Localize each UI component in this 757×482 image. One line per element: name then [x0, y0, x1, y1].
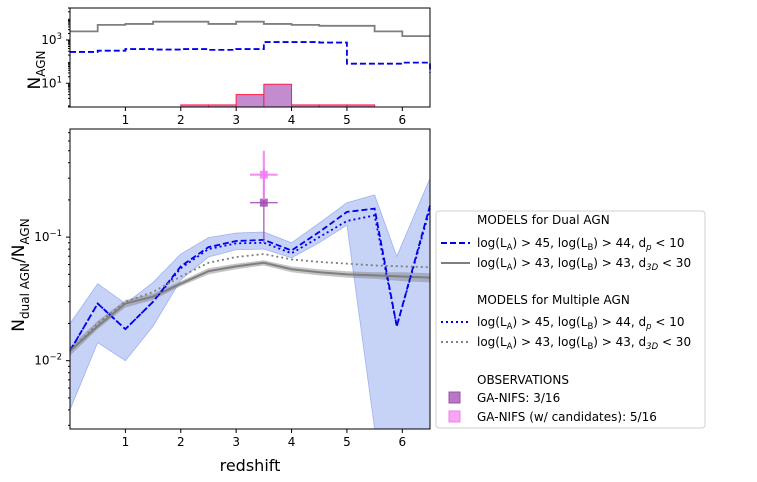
bottom-panel: 1 2 3 4 5 6 10−1 10−2 redshift Ndual AGN/NAGN: [9, 128, 431, 475]
observation-marker-0: [259, 198, 268, 207]
bottom-ticks: 1 2 3 4 5 6 10−1 10−2: [34, 132, 406, 449]
top-x-tick-label: 2: [177, 113, 185, 127]
legend-label-obs1: GA-NIFS: 3/16: [477, 391, 560, 405]
legend: MODELS for Dual AGN log(LA) > 45, log(LB…: [435, 210, 706, 429]
top-x-tick-label: 6: [398, 113, 406, 127]
top-panel: 1 2 3 4 5 6 103 101 NAGN: [25, 7, 431, 127]
legend-swatch-obs2: [448, 410, 461, 423]
legend-label-dual-low: log(LA) > 43, log(LB) > 43, d3D < 30: [477, 256, 691, 273]
bottom-ratio-plot: [69, 150, 431, 430]
bottom-x-tick-label: 3: [232, 435, 240, 449]
x-axis-title: redshift: [220, 456, 281, 475]
observation-marker-1: [259, 170, 268, 179]
histogram-bar: [235, 94, 265, 108]
top-y-tick-label: 103: [41, 32, 62, 47]
series-line-multi_high: [69, 208, 431, 352]
legend-box: [435, 210, 706, 429]
legend-label-dual-high: log(LA) > 45, log(LB) > 44, dp < 10: [477, 236, 685, 253]
top-x-tick-label: 3: [232, 113, 240, 127]
top-axes-frame: [69, 7, 431, 108]
top-y-tick-label: 101: [41, 75, 62, 90]
bottom-y-tick-label: 10−1: [34, 229, 62, 244]
series-line-dual_low: [69, 261, 431, 352]
legend-label-multi-high: log(LA) > 45, log(LB) > 44, dp < 10: [477, 315, 685, 332]
bottom-x-tick-label: 4: [288, 435, 296, 449]
bottom-axes-frame: [69, 128, 431, 430]
legend-multi-header: MODELS for Multiple AGN: [477, 293, 630, 307]
legend-label-multi-low: log(LA) > 43, log(LB) > 43, d3D < 30: [477, 335, 691, 352]
legend-swatch-obs1: [448, 391, 461, 404]
bottom-x-tick-label: 5: [343, 435, 351, 449]
legend-dual-header: MODELS for Dual AGN: [477, 213, 610, 227]
bottom-x-tick-label: 1: [122, 435, 130, 449]
series-line-dual_high: [69, 205, 431, 352]
bottom-x-tick-label: 2: [177, 435, 185, 449]
top-ticks: 1 2 3 4 5 6 103 101: [41, 7, 406, 127]
histogram-bar: [263, 83, 293, 108]
bottom-y-axis-title: Ndual AGN/NAGN: [9, 218, 32, 331]
top-y-axis-title: NAGN: [25, 51, 48, 90]
bottom-x-tick-label: 6: [398, 435, 406, 449]
top-x-tick-label: 1: [122, 113, 130, 127]
legend-label-obs2: GA-NIFS (w/ candidates): 5/16: [477, 410, 657, 424]
bottom-y-tick-label: 10−2: [34, 353, 62, 368]
top-x-tick-label: 4: [288, 113, 296, 127]
histogram-step-0: [70, 20, 430, 38]
top-x-tick-label: 5: [343, 113, 351, 127]
legend-obs-header: OBSERVATIONS: [477, 373, 569, 387]
histogram-step-1: [70, 41, 431, 73]
top-histogram-plot: [70, 20, 431, 108]
